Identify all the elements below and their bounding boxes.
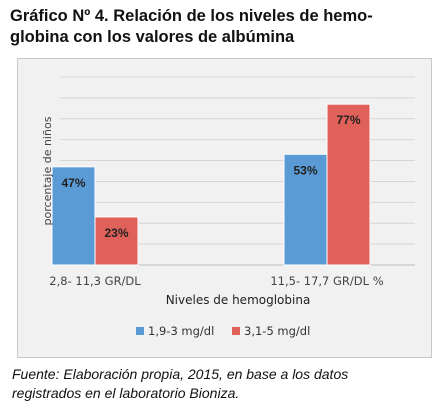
y-axis-title: porcentaje de niños <box>41 116 54 225</box>
data-label: 23% <box>104 226 128 240</box>
legend-label: 1,9-3 mg/dl <box>148 324 214 338</box>
source-line-1: Fuente: Elaboración propia, 2015, en bas… <box>12 366 349 382</box>
bar-series2 <box>326 103 371 266</box>
data-label: 77% <box>336 113 360 127</box>
chart-title: Gráfico Nº 4. Relación de los niveles de… <box>10 6 440 48</box>
legend-label: 3,1-5 mg/dl <box>244 324 310 338</box>
legend-swatch-series2 <box>232 327 240 335</box>
bar-series1 <box>51 166 96 266</box>
category-label: 2,8- 11,3 GR/DL <box>49 274 141 288</box>
x-axis-title: Niveles de hemoglobina <box>166 293 311 307</box>
bar-series2 <box>94 216 139 266</box>
category-label: 11,5- 17,7 GR/DL % <box>270 274 383 288</box>
source-line-2: registrados en el laboratorio Bioniza. <box>12 385 240 401</box>
bar-series1 <box>283 153 328 266</box>
data-label: 47% <box>61 176 85 190</box>
legend-swatch-series1 <box>136 327 144 335</box>
chart-title-line-2: globina con los valores de albúmina <box>10 28 295 46</box>
source-note: Fuente: Elaboración propia, 2015, en bas… <box>12 365 442 403</box>
chart-title-line-1: Gráfico Nº 4. Relación de los niveles de… <box>10 7 373 25</box>
data-label: 53% <box>293 163 317 177</box>
